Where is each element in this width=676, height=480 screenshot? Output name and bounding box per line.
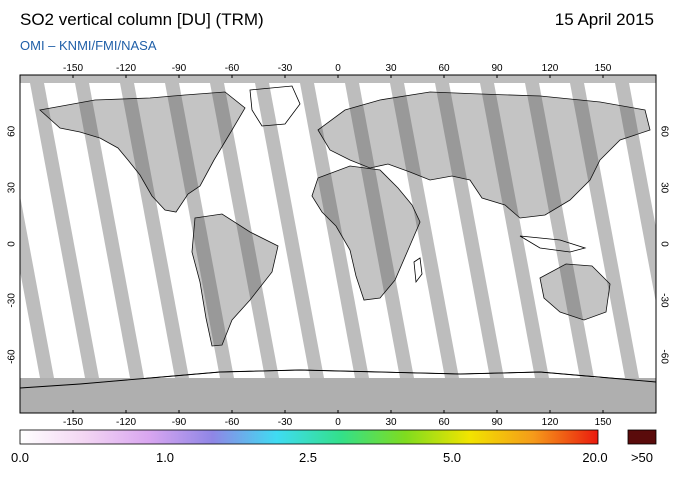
lon-tick-bottom-label: -30 xyxy=(278,417,293,428)
latitude-ticks-right: 60 30 0 -30 -60 xyxy=(658,126,669,365)
lon-tick-bottom-label: 90 xyxy=(491,417,503,428)
lon-tick-top-label: 0 xyxy=(335,63,341,74)
north-america-outline xyxy=(39,91,246,213)
colorbar-overflow-swatch xyxy=(627,429,657,445)
eurasia-outline xyxy=(317,91,651,219)
orbit-gap-swath xyxy=(255,83,324,378)
lon-tick-bottom-label: 120 xyxy=(542,417,559,428)
orbit-gap-swath xyxy=(480,83,549,378)
orbit-gap-swath xyxy=(165,83,234,378)
lon-tick-bottom-label: 60 xyxy=(438,417,450,428)
south-polar-band xyxy=(20,378,656,413)
lon-tick-bottom-label: 0 xyxy=(335,417,341,428)
orbit-gap-swath xyxy=(525,83,594,378)
colorbar-label-5: >50 xyxy=(630,450,654,465)
lon-tick-bottom-label: -150 xyxy=(63,417,83,428)
africa-outline xyxy=(311,165,421,301)
lon-tick-top-label: 60 xyxy=(438,63,450,74)
map-date: 15 April 2015 xyxy=(554,10,654,29)
australia-outline xyxy=(539,263,611,321)
colorbar-label-2: 2.5 xyxy=(298,450,318,465)
orbit-gap-swath xyxy=(120,83,189,378)
orbit-gap-swath xyxy=(75,83,144,378)
colorbar-label-0: 0.0 xyxy=(10,450,30,465)
colorbar xyxy=(19,429,599,445)
colorbar-label-3: 5.0 xyxy=(442,450,462,465)
latitude-ticks-left: 60 30 0 -30 -60 xyxy=(7,125,18,364)
orbit-gap-swath xyxy=(210,83,279,378)
lat-tick-left-label: -30 xyxy=(7,293,18,308)
north-polar-band xyxy=(20,75,656,83)
orbit-gap-swaths xyxy=(20,83,656,378)
lon-tick-bottom-label: -90 xyxy=(172,417,187,428)
lat-tick-right-label: -30 xyxy=(658,293,669,308)
lat-tick-left-label: 0 xyxy=(7,241,18,247)
greenland-outline xyxy=(249,85,301,127)
lon-tick-bottom-label: 150 xyxy=(595,417,612,428)
longitude-ticks-bottom: -150 -120 -90 -60 -30 0 30 60 90 120 150 xyxy=(63,410,612,428)
lat-tick-left-label: 30 xyxy=(7,182,18,194)
lon-tick-top-label: -150 xyxy=(63,63,83,74)
lon-tick-top-label: 90 xyxy=(491,63,503,74)
longitude-ticks-top: -150 -120 -90 -60 -30 0 30 60 90 120 150 xyxy=(63,63,612,78)
orbit-gap-swath xyxy=(345,83,414,378)
lon-tick-top-label: -30 xyxy=(278,63,293,74)
lat-tick-right-label: 0 xyxy=(658,241,669,247)
antarctica-coast xyxy=(20,369,656,389)
orbit-gap-swath xyxy=(570,83,639,378)
orbit-gap-swath xyxy=(300,83,369,378)
colorbar-label-1: 1.0 xyxy=(155,450,175,465)
lon-tick-top-label: 30 xyxy=(385,63,397,74)
colorbar-label-4: 20.0 xyxy=(582,450,608,465)
lon-tick-top-label: -120 xyxy=(116,63,136,74)
orbit-gap-swath xyxy=(435,83,504,378)
land-fill xyxy=(40,92,650,346)
lat-tick-right-label: 60 xyxy=(658,126,669,138)
lon-tick-top-label: 150 xyxy=(595,63,612,74)
lon-tick-bottom-label: 30 xyxy=(385,417,397,428)
lon-tick-top-label: 120 xyxy=(542,63,559,74)
orbit-gap-swath xyxy=(390,83,459,378)
lat-tick-right-label: 30 xyxy=(658,182,669,194)
map-title: SO2 vertical column [DU] (TRM) xyxy=(20,10,264,29)
lon-tick-top-label: -60 xyxy=(225,63,240,74)
lat-tick-right-label: -60 xyxy=(658,349,669,364)
indonesia-outline xyxy=(519,235,587,253)
lon-tick-bottom-label: -120 xyxy=(116,417,136,428)
south-america-outline xyxy=(191,213,279,347)
orbit-gap-swath xyxy=(20,195,54,378)
madagascar-outline xyxy=(413,257,423,284)
lat-tick-left-label: 60 xyxy=(7,125,18,137)
orbit-gap-swath xyxy=(30,83,99,378)
lon-tick-top-label: -90 xyxy=(172,63,187,74)
lat-tick-left-label: -60 xyxy=(7,349,18,364)
lon-tick-bottom-label: -60 xyxy=(225,417,240,428)
data-credit: OMI – KNMI/FMI/NASA xyxy=(20,38,157,53)
